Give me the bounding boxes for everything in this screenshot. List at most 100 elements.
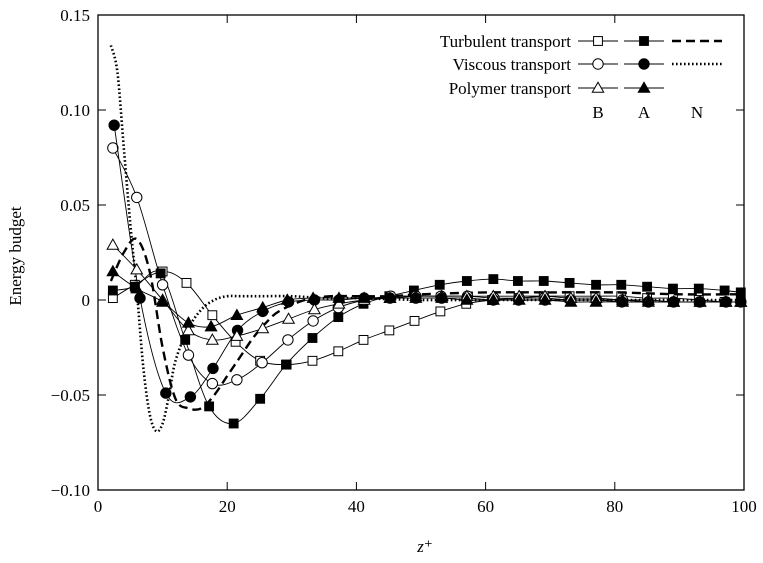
legend-column-label: N [691,103,703,122]
data-point [307,333,318,343]
data-point [231,374,243,386]
legend-label: Viscous transport [453,55,572,74]
data-point [409,315,420,326]
data-point [205,333,219,345]
x-axis-label: z⁺ [416,537,433,556]
legend-marker-b [593,36,603,46]
x-tick-label: 100 [731,497,757,516]
data-point [108,119,120,131]
data-point [307,315,319,327]
data-point [488,274,499,285]
data-point [181,316,196,328]
data-point [409,291,423,303]
data-point [616,279,627,290]
data-point [281,312,296,324]
series-turbulent-transport-n [109,237,745,411]
data-point [184,391,197,403]
data-point [642,281,653,292]
data-point [384,325,395,336]
data-point [107,285,118,296]
series-line [109,45,744,433]
data-point [734,295,748,307]
data-point [130,281,144,294]
data-point [181,277,192,288]
data-point [207,362,219,375]
x-tick-label: 40 [348,497,365,516]
series-turbulent-transport-a [107,268,746,429]
data-point [306,291,320,303]
legend-marker-b [591,81,605,93]
plot-axes: 0 20 40 60 80 100 −0.10 −0.05 0 0.05 0.10 0.15 [51,6,757,516]
series-viscous-transport-n [109,45,744,433]
y-tick-label: −0.05 [51,386,90,405]
data-point [512,276,523,286]
series-line [109,237,745,411]
data-point [435,291,449,303]
series-layer [106,45,748,433]
data-point [358,334,369,345]
data-point [668,283,678,294]
data-point [180,334,191,345]
data-point [564,277,575,288]
data-point [564,295,578,307]
data-point [256,300,270,313]
data-point [206,377,219,390]
legend-marker-a [639,36,649,46]
data-point [131,191,143,204]
data-point [106,238,120,250]
data-point [512,293,526,305]
data-point [667,295,681,307]
y-tick-label: 0 [82,291,91,310]
legend-marker-a [638,58,650,70]
data-point [230,329,244,341]
data-point [207,310,218,321]
series-polymer-transport-b [106,238,748,345]
data-point [435,306,446,317]
data-point [256,357,268,369]
data-point [538,293,552,305]
x-tick-label: 80 [606,497,623,516]
series-viscous-transport-a [108,119,747,404]
data-point [460,293,474,305]
series-line [112,147,741,386]
data-point [155,268,166,279]
data-point [255,393,266,404]
data-point [332,297,346,309]
data-point [204,319,218,332]
data-point [589,295,603,307]
data-point [615,295,630,307]
data-point [307,355,318,366]
data-point [182,349,195,361]
series-line [113,125,741,404]
data-point [156,295,170,307]
legend-marker-a [637,81,651,93]
data-point [156,279,169,291]
data-point [641,295,655,307]
y-tick-label: 0.05 [60,196,90,215]
plot-frame [97,14,745,491]
data-point [333,312,344,323]
series-viscous-transport-b [107,142,747,390]
data-point [134,292,146,304]
data-point [461,276,472,286]
legend-label: Polymer transport [449,79,572,98]
data-point [383,291,397,303]
data-point [591,279,601,290]
data-point [538,276,549,286]
data-point [486,293,500,305]
legend-marker-b [592,58,604,70]
series-polymer-transport-a [106,264,748,332]
data-point [332,291,346,303]
data-point [693,295,707,307]
data-point [333,346,344,357]
legend-column-label: A [638,103,651,122]
data-point [281,359,291,370]
x-tick-label: 0 [94,497,103,516]
data-point [719,295,733,307]
legend: Turbulent transport Viscous transport Poly… [440,32,722,122]
data-point [357,291,371,303]
data-point [106,264,120,277]
data-point [434,279,445,290]
x-tick-label: 20 [219,497,236,516]
